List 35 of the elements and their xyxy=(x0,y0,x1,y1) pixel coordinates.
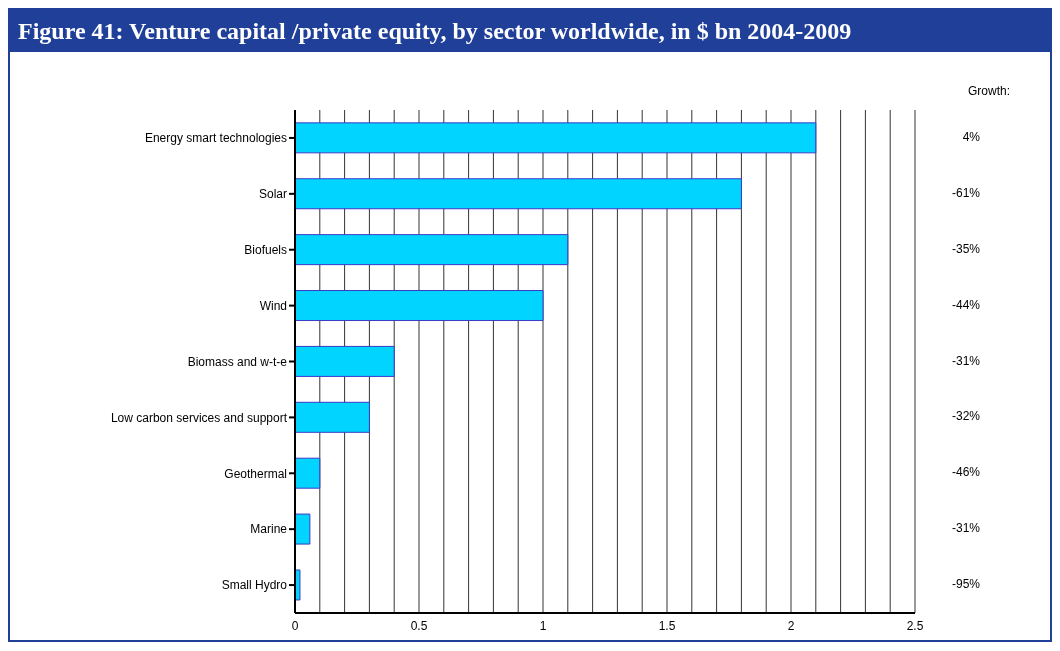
x-tick-label: 0.5 xyxy=(410,618,428,633)
x-tick-label: 2 xyxy=(787,618,795,633)
bar xyxy=(295,345,395,377)
text: -31% xyxy=(951,353,980,368)
text: -46% xyxy=(951,465,980,480)
y-tick-label: Small Hydro xyxy=(221,578,288,593)
bar xyxy=(295,457,321,489)
chart-title: Figure 41: Venture capital /private equity, by sector worldwide, in $ bn 2004-2009 xyxy=(10,10,1050,52)
text: -35% xyxy=(951,241,980,256)
y-tick-label: Biomass and w-t-e xyxy=(187,354,288,369)
y-tick-label: Wind xyxy=(259,298,287,313)
bar xyxy=(295,569,301,601)
text: -31% xyxy=(951,521,980,536)
text: -61% xyxy=(951,185,980,200)
bar xyxy=(295,234,569,266)
bar xyxy=(295,290,544,322)
x-tick-label: 0 xyxy=(291,618,299,633)
x-tick-label: 1.5 xyxy=(658,618,676,633)
text: Growth: xyxy=(967,84,1010,98)
text: -32% xyxy=(951,409,980,424)
bar xyxy=(295,401,370,433)
text: -95% xyxy=(951,577,980,592)
text: 4% xyxy=(962,129,980,144)
bar xyxy=(295,178,742,210)
y-tick-label: Solar xyxy=(258,187,287,202)
y-tick-label: Low carbon services and support xyxy=(110,410,288,425)
y-tick-label: Biofuels xyxy=(244,242,287,257)
y-tick-label: Marine xyxy=(250,522,288,537)
bar xyxy=(295,513,311,545)
bar xyxy=(295,122,817,154)
x-tick-label: 2.5 xyxy=(906,618,924,633)
y-tick-label: Geothermal xyxy=(224,466,287,481)
text: -44% xyxy=(951,297,980,312)
y-tick-label: Energy smart technologies xyxy=(144,131,287,146)
x-tick-label: 1 xyxy=(539,618,547,633)
